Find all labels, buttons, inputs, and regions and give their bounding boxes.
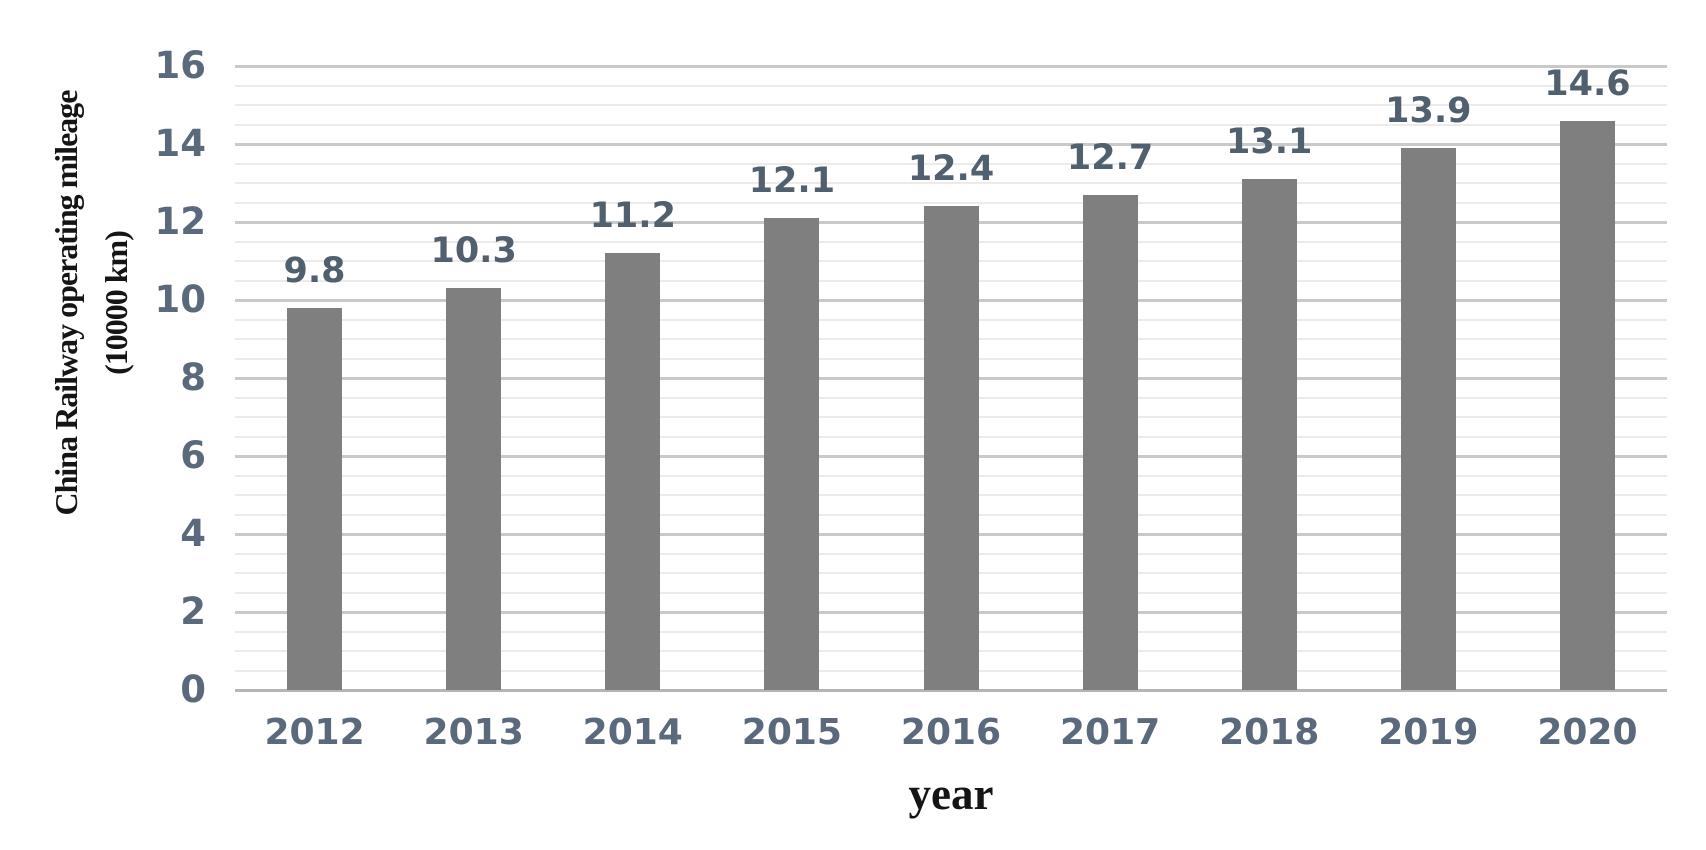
bar-value-label: 13.1 [1226, 122, 1313, 163]
bar [446, 288, 502, 690]
bar-value-label: 12.7 [1066, 137, 1154, 178]
bar-value-label: 12.4 [907, 149, 995, 190]
minor-gridline [235, 182, 1667, 184]
y-tick-label: 10 [154, 278, 207, 321]
bar [1241, 179, 1297, 690]
x-tick-label: 2014 [582, 712, 683, 753]
bar-value-label: 13.9 [1385, 90, 1472, 131]
y-tick-label: 14 [154, 122, 207, 165]
minor-gridline [235, 104, 1667, 106]
x-tick-label: 2020 [1537, 712, 1638, 753]
y-tick-label: 2 [180, 590, 206, 633]
bar-value-label: 9.8 [283, 250, 346, 291]
bar-value-label: 12.1 [748, 161, 836, 202]
minor-gridline [235, 162, 1667, 165]
bar-value-label: 14.6 [1544, 63, 1631, 104]
x-tick-label: 2019 [1378, 712, 1479, 753]
bar [1559, 120, 1615, 690]
x-tick-label: 2012 [264, 712, 365, 753]
minor-gridline [235, 201, 1667, 204]
y-axis-title-line1: China Railway operating mileage [48, 90, 84, 516]
x-tick-label: 2015 [741, 712, 842, 753]
bar [923, 206, 979, 690]
bar [1400, 147, 1456, 690]
y-tick-label: 6 [180, 434, 206, 477]
minor-gridline [235, 123, 1667, 126]
y-tick-label: 4 [180, 512, 206, 555]
minor-gridline [235, 84, 1667, 87]
bar [287, 307, 343, 690]
y-tick-label: 16 [154, 44, 207, 87]
bar-value-label: 10.3 [430, 231, 517, 272]
x-axis-title: year [908, 769, 994, 819]
x-tick-label: 2017 [1060, 712, 1161, 753]
x-tick-label: 2016 [900, 712, 1002, 753]
bar [605, 253, 661, 690]
x-tick-label: 2013 [423, 712, 524, 753]
y-tick-label: 0 [180, 668, 206, 711]
x-axis-line [235, 689, 1667, 692]
bar [1082, 194, 1138, 690]
major-gridline [235, 143, 1667, 146]
y-tick-label: 8 [180, 356, 206, 399]
bar-value-label: 11.2 [589, 196, 676, 237]
bar [764, 218, 820, 690]
major-gridline [235, 65, 1667, 68]
x-tick-label: 2018 [1219, 712, 1320, 753]
y-tick-label: 12 [154, 200, 207, 243]
